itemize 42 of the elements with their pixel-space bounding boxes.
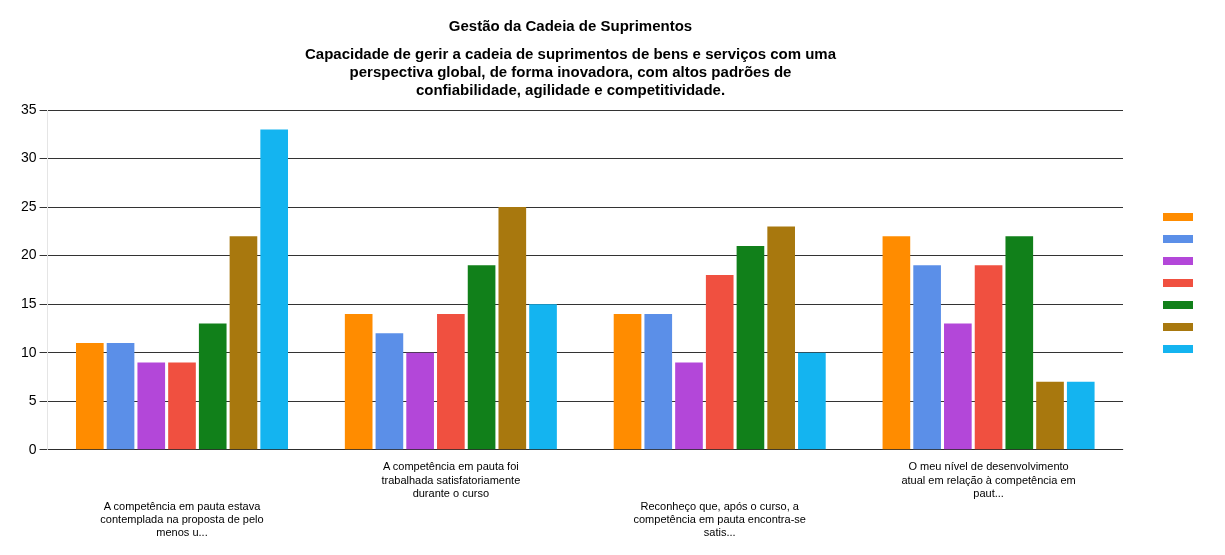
bar xyxy=(375,333,404,450)
bar xyxy=(736,245,765,450)
x-tick-label: A competência em pauta estava contemplada na proposta de pelo menos u... xyxy=(100,500,264,539)
bar xyxy=(498,207,527,450)
bar xyxy=(437,313,465,450)
bar xyxy=(644,313,673,450)
y-tick-label: 20 xyxy=(20,246,37,263)
bar xyxy=(137,362,166,450)
y-tick-label: 5 xyxy=(28,392,37,409)
bar xyxy=(529,304,557,450)
bar xyxy=(406,352,434,450)
x-tick-label: A competência em pauta foi trabalhada satisfatoriamente durante o curso xyxy=(381,460,521,499)
bar xyxy=(913,265,941,450)
bar xyxy=(882,236,911,450)
x-tick-label: O meu nível de desenvolvimento atual em relação à competência em paut... xyxy=(901,460,1076,499)
chart-subtitle: Capacidade de gerir a cadeia de suprimentos de bens e serviços com uma perspectiva global, de forma inovadora, com altos padrões de confiabilidade, agilidade e competitividade. xyxy=(304,45,837,99)
y-tick-label: 0 xyxy=(28,440,37,457)
bar xyxy=(168,362,196,450)
bar xyxy=(705,275,734,450)
y-tick-label: 10 xyxy=(20,343,37,360)
bar xyxy=(1066,381,1095,450)
bar xyxy=(75,343,104,450)
bar xyxy=(613,313,642,450)
y-tick-label: 25 xyxy=(20,197,37,214)
bar xyxy=(344,313,373,450)
bar xyxy=(974,265,1003,450)
x-tick-label: Reconheço que, após o curso, a competência em pauta encontra-se satis... xyxy=(633,500,806,539)
bar xyxy=(198,323,227,450)
bar xyxy=(106,343,135,450)
bar xyxy=(467,265,496,450)
bar xyxy=(1005,236,1034,450)
bar xyxy=(798,352,826,450)
bar xyxy=(767,226,795,450)
bar xyxy=(944,323,972,450)
bar xyxy=(260,129,289,450)
bar xyxy=(1036,381,1064,450)
chart-title: Gestão da Cadeia de Suprimentos xyxy=(448,17,693,35)
y-tick-label: 15 xyxy=(20,295,37,312)
bar xyxy=(675,362,703,450)
y-tick-label: 30 xyxy=(20,149,37,166)
y-tick-label: 35 xyxy=(20,100,37,117)
bar xyxy=(229,236,258,450)
